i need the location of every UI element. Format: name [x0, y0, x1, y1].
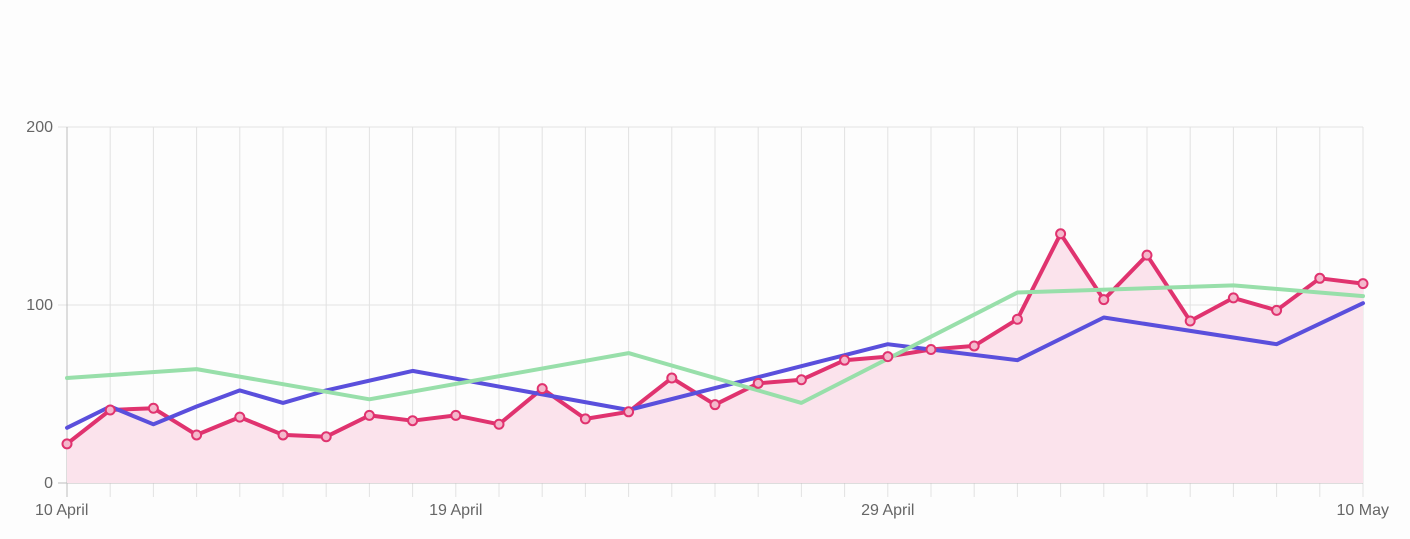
series-0-point [1184, 315, 1196, 327]
series-0-point [277, 429, 289, 441]
series-0-point [1357, 278, 1369, 290]
series-0-point [795, 374, 807, 386]
series-1-line [65, 301, 1365, 430]
area-fills [67, 233, 1363, 483]
series-markers [61, 228, 1369, 450]
x-tick-label: 29 April [861, 502, 914, 519]
series-0-point [320, 431, 332, 443]
series-0-point [536, 383, 548, 395]
series-0-point [104, 404, 116, 416]
y-tick-label: 100 [26, 297, 53, 314]
series-0-point [1011, 313, 1023, 325]
series-0-point [450, 409, 462, 421]
series-0-point [234, 411, 246, 423]
series-0-point [1098, 294, 1110, 306]
series-0-point [407, 415, 419, 427]
series-0-point [882, 351, 894, 363]
series-0-point [493, 418, 505, 430]
series-0-point [1141, 249, 1153, 261]
series-0-point [579, 413, 591, 425]
series-0-point [363, 409, 375, 421]
y-tick-label: 200 [26, 119, 53, 136]
series-0-point [61, 438, 73, 450]
series-0-point [752, 377, 764, 389]
series-2-line [65, 283, 1365, 405]
series-0-point [709, 399, 721, 411]
series-0-point [1055, 228, 1067, 240]
series-0-point [839, 354, 851, 366]
series-0-point [623, 406, 635, 418]
axis-tick-labels: 0 100 200 10 April 19 April 29 April 10 May [26, 119, 1389, 519]
series-0-point [191, 429, 203, 441]
series-0-point [968, 340, 980, 352]
x-tick-label: 10 May [1337, 502, 1389, 519]
series-0-point [1314, 272, 1326, 284]
series-0-point [1227, 292, 1239, 304]
series-0-area [67, 233, 1363, 483]
x-tick-label: 19 April [429, 502, 482, 519]
series-0-point [666, 372, 678, 384]
x-tick-label: 10 April [35, 502, 88, 519]
y-tick-label: 0 [44, 475, 53, 492]
series-0-point [1271, 304, 1283, 316]
series-0-point [925, 344, 937, 355]
series-0-point [147, 402, 159, 414]
